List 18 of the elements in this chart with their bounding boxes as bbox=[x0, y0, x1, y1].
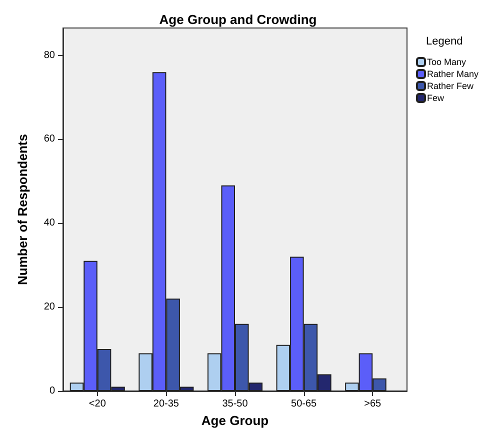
x-tick-label: >65 bbox=[364, 398, 382, 410]
chart-title: Age Group and Crowding bbox=[159, 12, 317, 27]
x-tick-label: 35-50 bbox=[222, 398, 248, 410]
x-tick-label: 20-35 bbox=[153, 398, 180, 410]
y-axis-title: Number of Respondents bbox=[15, 134, 30, 285]
y-tick-label: 40 bbox=[44, 218, 56, 229]
legend-title: Legend bbox=[426, 36, 463, 48]
x-tick-label: 50-65 bbox=[291, 398, 318, 410]
x-tick-label: <20 bbox=[88, 398, 106, 410]
y-tick-label: 0 bbox=[49, 386, 56, 396]
y-tick-label: 80 bbox=[44, 50, 56, 61]
legend-label: Rather Many bbox=[427, 69, 480, 79]
y-tick-label: 20 bbox=[44, 302, 56, 313]
legend-label: Few bbox=[427, 93, 445, 103]
legend-label: Too Many bbox=[427, 57, 467, 67]
x-axis-title: Age Group bbox=[201, 412, 269, 428]
legend-label: Rather Few bbox=[427, 81, 474, 91]
y-tick-label: 60 bbox=[44, 134, 56, 145]
